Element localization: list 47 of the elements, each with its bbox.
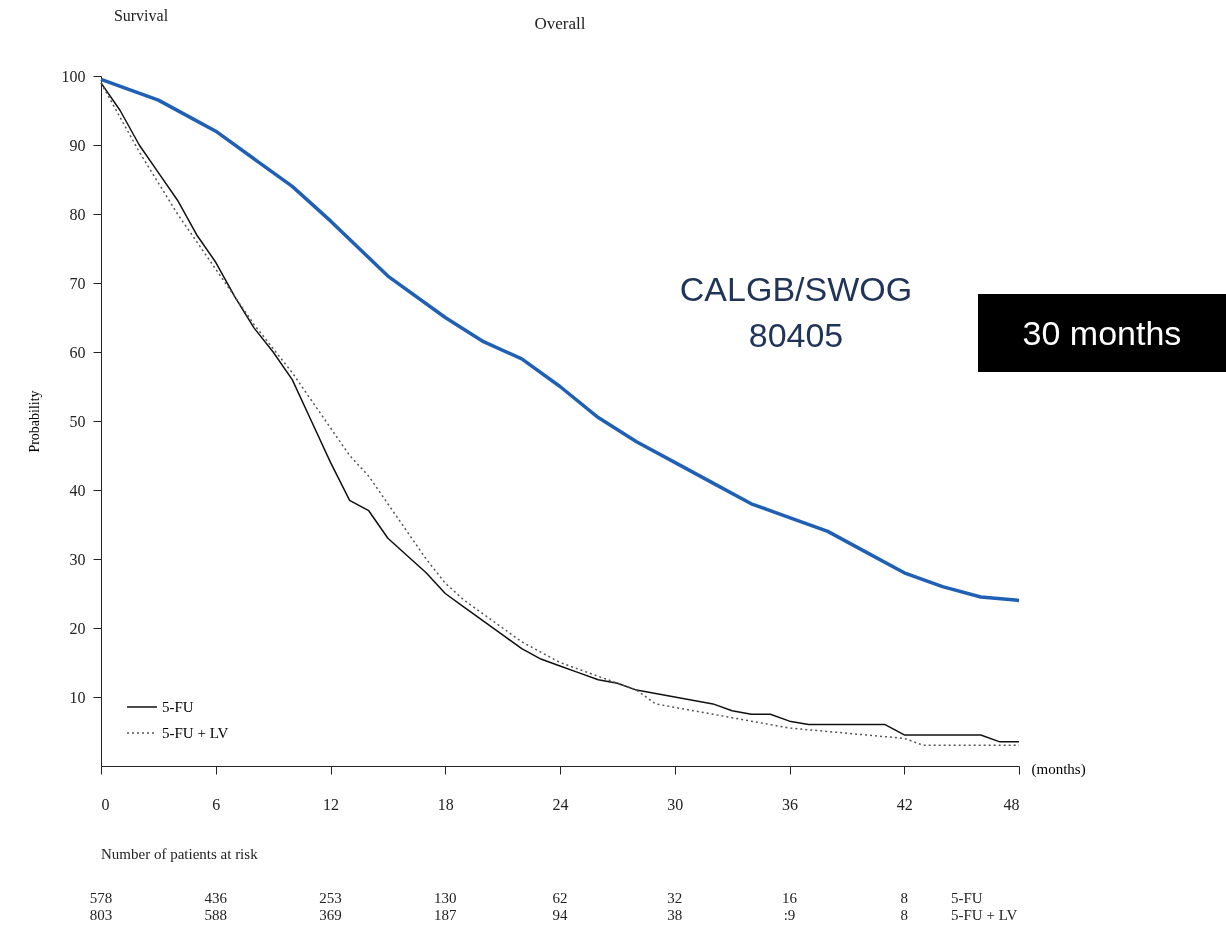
text: 187 xyxy=(434,907,457,923)
text: 32 xyxy=(667,890,683,906)
y-tick-label: 50 xyxy=(69,412,86,430)
text: 5-FU xyxy=(951,890,983,906)
x-tick-label: 24 xyxy=(552,795,569,813)
x-tick-label: 48 xyxy=(1003,795,1020,813)
text: :9 xyxy=(783,907,796,923)
x-tick-label: 18 xyxy=(437,795,454,813)
legend-label: 5-FU + LV xyxy=(162,725,229,741)
x-tick-label: 6 xyxy=(212,795,221,813)
y-tick-label: 90 xyxy=(69,136,86,154)
y-tick-label: 80 xyxy=(69,205,86,223)
x-tick-label: 30 xyxy=(667,795,684,813)
text: 253 xyxy=(319,890,342,906)
x-tick-label: 36 xyxy=(782,795,798,813)
text: 578 xyxy=(89,890,113,906)
y-tick-label: 40 xyxy=(69,481,86,499)
x-tick-label: 42 xyxy=(896,795,913,813)
legend-label: 5-FU xyxy=(162,699,194,715)
text: 588 xyxy=(204,907,227,923)
x-axis-title: (months) xyxy=(1031,760,1086,778)
y-tick-label: 60 xyxy=(69,343,86,361)
text: Survival xyxy=(113,7,169,24)
y-tick-label: 10 xyxy=(69,688,86,706)
x-tick-label: 12 xyxy=(323,795,339,813)
text: 30 months xyxy=(978,294,1226,372)
text: 5-FU + LV xyxy=(951,907,1018,923)
y-tick-label: 30 xyxy=(69,550,86,568)
text: 8 xyxy=(900,907,908,923)
text: 38 xyxy=(667,907,683,923)
text: 16 xyxy=(782,890,798,906)
y-tick-label: 100 xyxy=(61,67,86,85)
line-series xyxy=(99,77,1021,603)
text: 62 xyxy=(552,890,568,906)
annotation: CALGB/SWOG 80405 xyxy=(679,270,913,354)
text: 94 xyxy=(552,907,568,923)
text: 8 xyxy=(900,890,908,906)
text: 803 xyxy=(89,907,113,923)
text: Number of patients at risk xyxy=(101,846,259,862)
text: 436 xyxy=(204,890,228,906)
y-axis-title: Probability xyxy=(26,390,42,453)
text: 369 xyxy=(319,907,342,923)
y-tick-label: 20 xyxy=(69,619,86,637)
chart-title: Overall xyxy=(534,14,586,33)
y-tick-label: 70 xyxy=(69,274,86,292)
x-tick-label: 0 xyxy=(101,795,110,813)
text: 130 xyxy=(434,890,457,906)
